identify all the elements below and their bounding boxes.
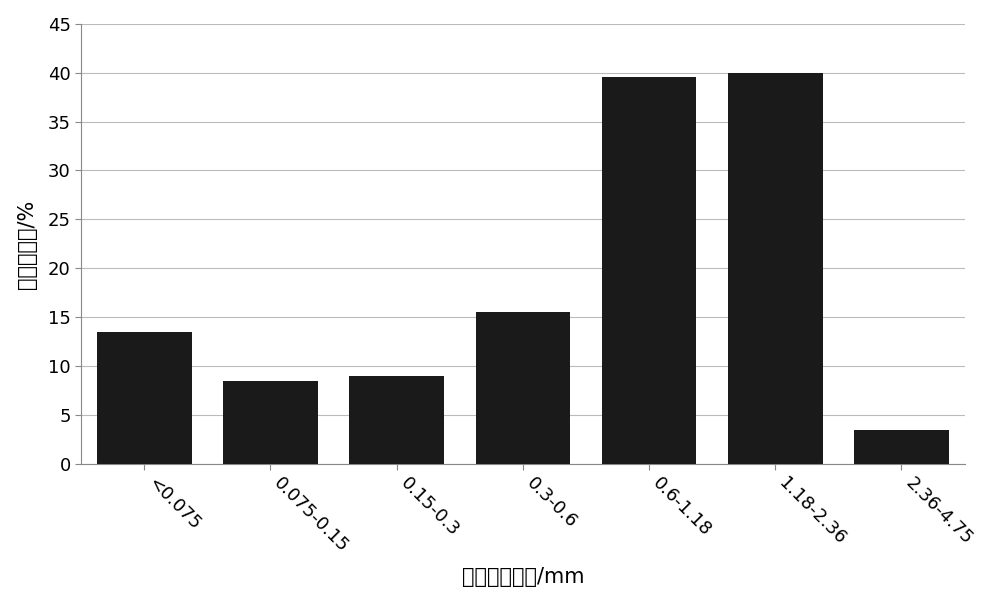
Bar bbox=[602, 77, 696, 464]
Bar bbox=[223, 381, 318, 464]
Bar bbox=[476, 312, 570, 464]
Y-axis label: 阻塞百分率/%: 阻塞百分率/% bbox=[17, 199, 37, 289]
Bar bbox=[97, 332, 192, 464]
X-axis label: 粉尘颜粒粒径/mm: 粉尘颜粒粒径/mm bbox=[462, 568, 584, 587]
Bar bbox=[728, 73, 823, 464]
Bar bbox=[854, 430, 949, 464]
Bar bbox=[349, 376, 444, 464]
